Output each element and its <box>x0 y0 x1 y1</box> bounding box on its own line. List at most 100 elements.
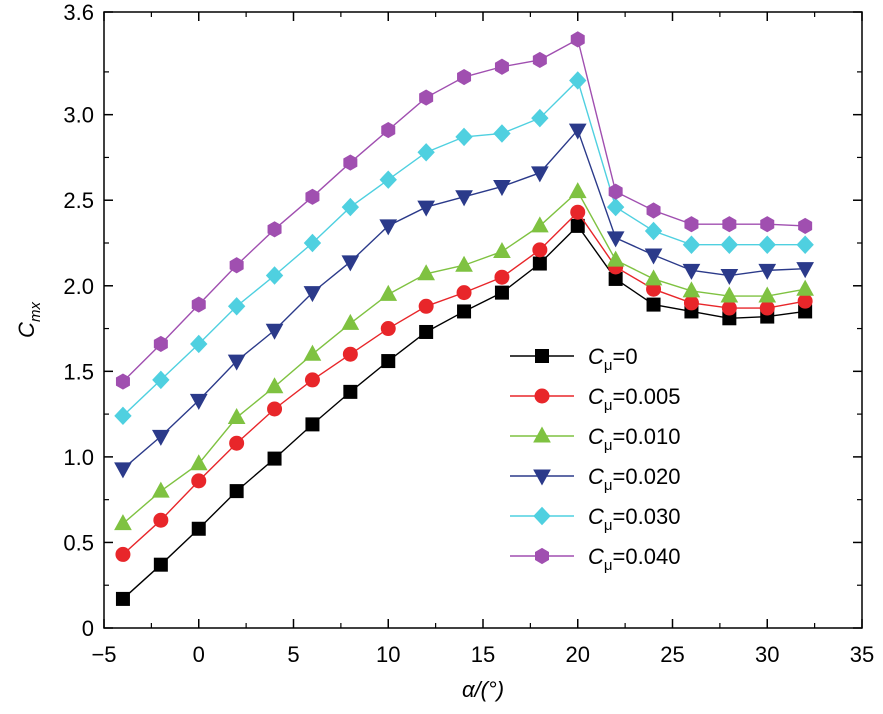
data-point <box>265 266 284 285</box>
data-point <box>532 256 547 271</box>
x-tick-label: −5 <box>91 642 116 667</box>
data-point <box>152 481 170 498</box>
data-point <box>531 216 549 233</box>
y-axis-title-sub: mx <box>27 302 44 322</box>
data-point <box>265 323 284 340</box>
data-point <box>191 521 206 536</box>
data-point <box>494 285 509 300</box>
data-point <box>760 216 775 233</box>
data-point <box>758 263 777 280</box>
data-point <box>570 31 585 48</box>
x-tick-label: 15 <box>471 642 495 667</box>
data-point <box>380 321 396 337</box>
y-tick-label: 2.5 <box>63 188 94 213</box>
data-point <box>606 231 625 248</box>
legend: Cμ=0Cμ=0.005Cμ=0.010Cμ=0.020Cμ=0.030Cμ=0… <box>510 344 680 574</box>
series-3 <box>114 123 814 479</box>
data-point <box>114 462 132 479</box>
y-tick-label: 3.6 <box>63 0 94 25</box>
x-tick-label: 20 <box>566 642 590 667</box>
data-point <box>417 143 435 162</box>
legend-label: Cμ=0 <box>588 344 638 374</box>
data-point <box>758 286 777 303</box>
data-point <box>493 124 511 143</box>
x-axis-title: α/(°) <box>462 677 504 702</box>
x-tick-label: 35 <box>850 642 874 667</box>
data-point <box>417 264 435 281</box>
legend-label-base: C <box>588 344 604 369</box>
series-layer <box>114 31 814 606</box>
x-tick-label: 0 <box>193 642 205 667</box>
data-point <box>570 218 585 233</box>
data-point <box>720 235 739 254</box>
axes: −5 0 5 10 15 20 25 30 3500.51.01.52.02.53.03.6α/… <box>14 0 874 702</box>
legend-label-base: C <box>588 504 604 529</box>
data-point <box>531 166 549 183</box>
data-point <box>153 512 169 528</box>
legend-label: Cμ=0.020 <box>588 464 680 494</box>
legend-item-2: Cμ=0.010 <box>510 424 680 454</box>
legend-item-0: Cμ=0 <box>510 344 638 374</box>
data-point <box>494 269 510 285</box>
data-point <box>304 372 320 388</box>
series-4 <box>114 71 814 426</box>
data-point <box>189 454 208 471</box>
data-point <box>644 248 663 265</box>
y-tick-label: 3.0 <box>63 103 94 128</box>
legend-label-base: C <box>588 384 604 409</box>
data-point <box>419 89 434 106</box>
data-point <box>682 281 701 298</box>
data-point <box>720 286 739 303</box>
data-point <box>341 313 360 330</box>
legend-label-sub: μ <box>604 477 613 494</box>
data-point <box>153 557 168 572</box>
data-point <box>305 417 320 432</box>
legend-label-base: C <box>588 464 604 489</box>
y-tick-label: 0 <box>82 616 94 641</box>
legend-label-sub: μ <box>604 437 613 454</box>
data-point <box>646 202 661 219</box>
legend-label-sub: μ <box>604 357 613 374</box>
data-point <box>796 262 814 279</box>
legend-label-base: C <box>588 424 604 449</box>
series-line <box>122 38 806 383</box>
legend-label-value: =0.010 <box>613 424 681 449</box>
legend-label: Cμ=0.010 <box>588 424 680 454</box>
series-2 <box>114 182 814 531</box>
data-point <box>152 370 170 390</box>
legend-marker <box>535 547 549 565</box>
data-point <box>684 216 699 233</box>
data-point <box>455 190 473 207</box>
data-point <box>379 170 397 189</box>
data-point <box>797 293 813 309</box>
data-point <box>758 235 776 254</box>
data-point <box>646 297 661 312</box>
data-point <box>419 324 434 339</box>
data-point <box>114 514 132 531</box>
x-tick-label: 25 <box>660 642 684 667</box>
data-point <box>115 373 130 390</box>
data-point <box>568 182 587 199</box>
data-point <box>341 197 360 217</box>
data-point <box>720 269 739 286</box>
data-point <box>682 235 701 254</box>
data-point <box>267 451 282 466</box>
data-point <box>456 285 472 301</box>
data-point <box>189 393 208 410</box>
data-point <box>796 235 814 254</box>
data-point <box>303 344 322 361</box>
legend-label-sub: μ <box>604 517 613 534</box>
data-point <box>342 346 358 362</box>
y-tick-label: 1.5 <box>63 359 94 384</box>
data-point <box>343 384 358 399</box>
legend-marker <box>533 426 551 443</box>
data-point <box>267 401 283 417</box>
series-line <box>122 190 806 525</box>
data-point <box>570 204 586 220</box>
data-point <box>152 429 170 446</box>
data-point <box>379 219 398 236</box>
data-point <box>303 286 322 303</box>
legend-label-value: =0.020 <box>613 464 681 489</box>
data-point <box>457 68 472 86</box>
